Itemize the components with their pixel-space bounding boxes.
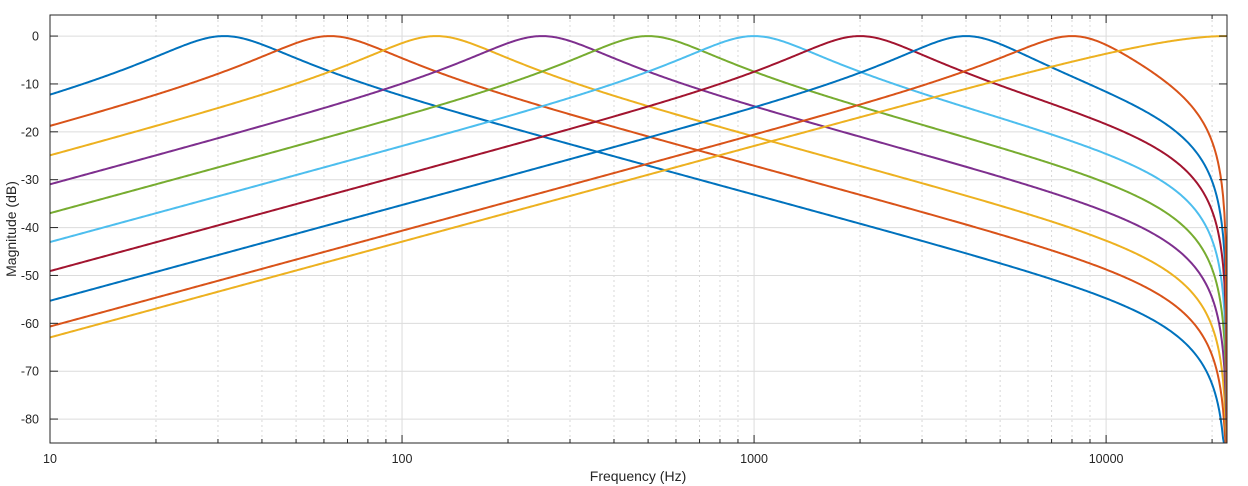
series-line-band-2000Hz [50,35,1227,443]
x-axis-label: Frequency (Hz) [590,468,686,484]
series-line-band-62.5Hz [50,35,1227,443]
x-tick-label: 100 [392,452,413,466]
x-tick-label: 10000 [1089,452,1124,466]
y-tick-label: -60 [21,317,39,331]
y-axis-label: Magnitude (dB) [3,181,19,277]
y-tick-label: -80 [21,413,39,427]
series-line-band-250Hz [50,35,1227,443]
series-line-band-500Hz [50,35,1227,443]
series-line-band-highpass [50,35,1227,339]
y-tick-label: 0 [32,30,39,44]
x-tick-label: 10 [43,452,57,466]
y-tick-label: -30 [21,173,39,187]
plot-frame [49,14,1228,444]
y-tick-label: -50 [21,269,39,283]
x-tick-label: 1000 [740,452,768,466]
y-tick-label: -20 [21,125,39,139]
series-line-band-125Hz [50,35,1227,443]
series-line-band-31.25Hz [50,35,1225,443]
y-tick-label: -70 [21,365,39,379]
series-lines [50,35,1227,443]
series-line-band-8000Hz [50,35,1227,443]
y-tick-labels: 0 -10 -20 -30 -40 -50 -60 -70 -80 [21,30,39,427]
x-tick-labels: 10 100 1000 10000 [43,452,1123,466]
plot-background [50,15,1227,443]
series-line-band-1000Hz [50,35,1227,443]
ticks [49,15,1227,443]
y-tick-label: -40 [21,221,39,235]
grid [49,15,1227,443]
y-tick-label: -10 [21,77,39,91]
series-line-band-4000Hz [50,35,1227,443]
